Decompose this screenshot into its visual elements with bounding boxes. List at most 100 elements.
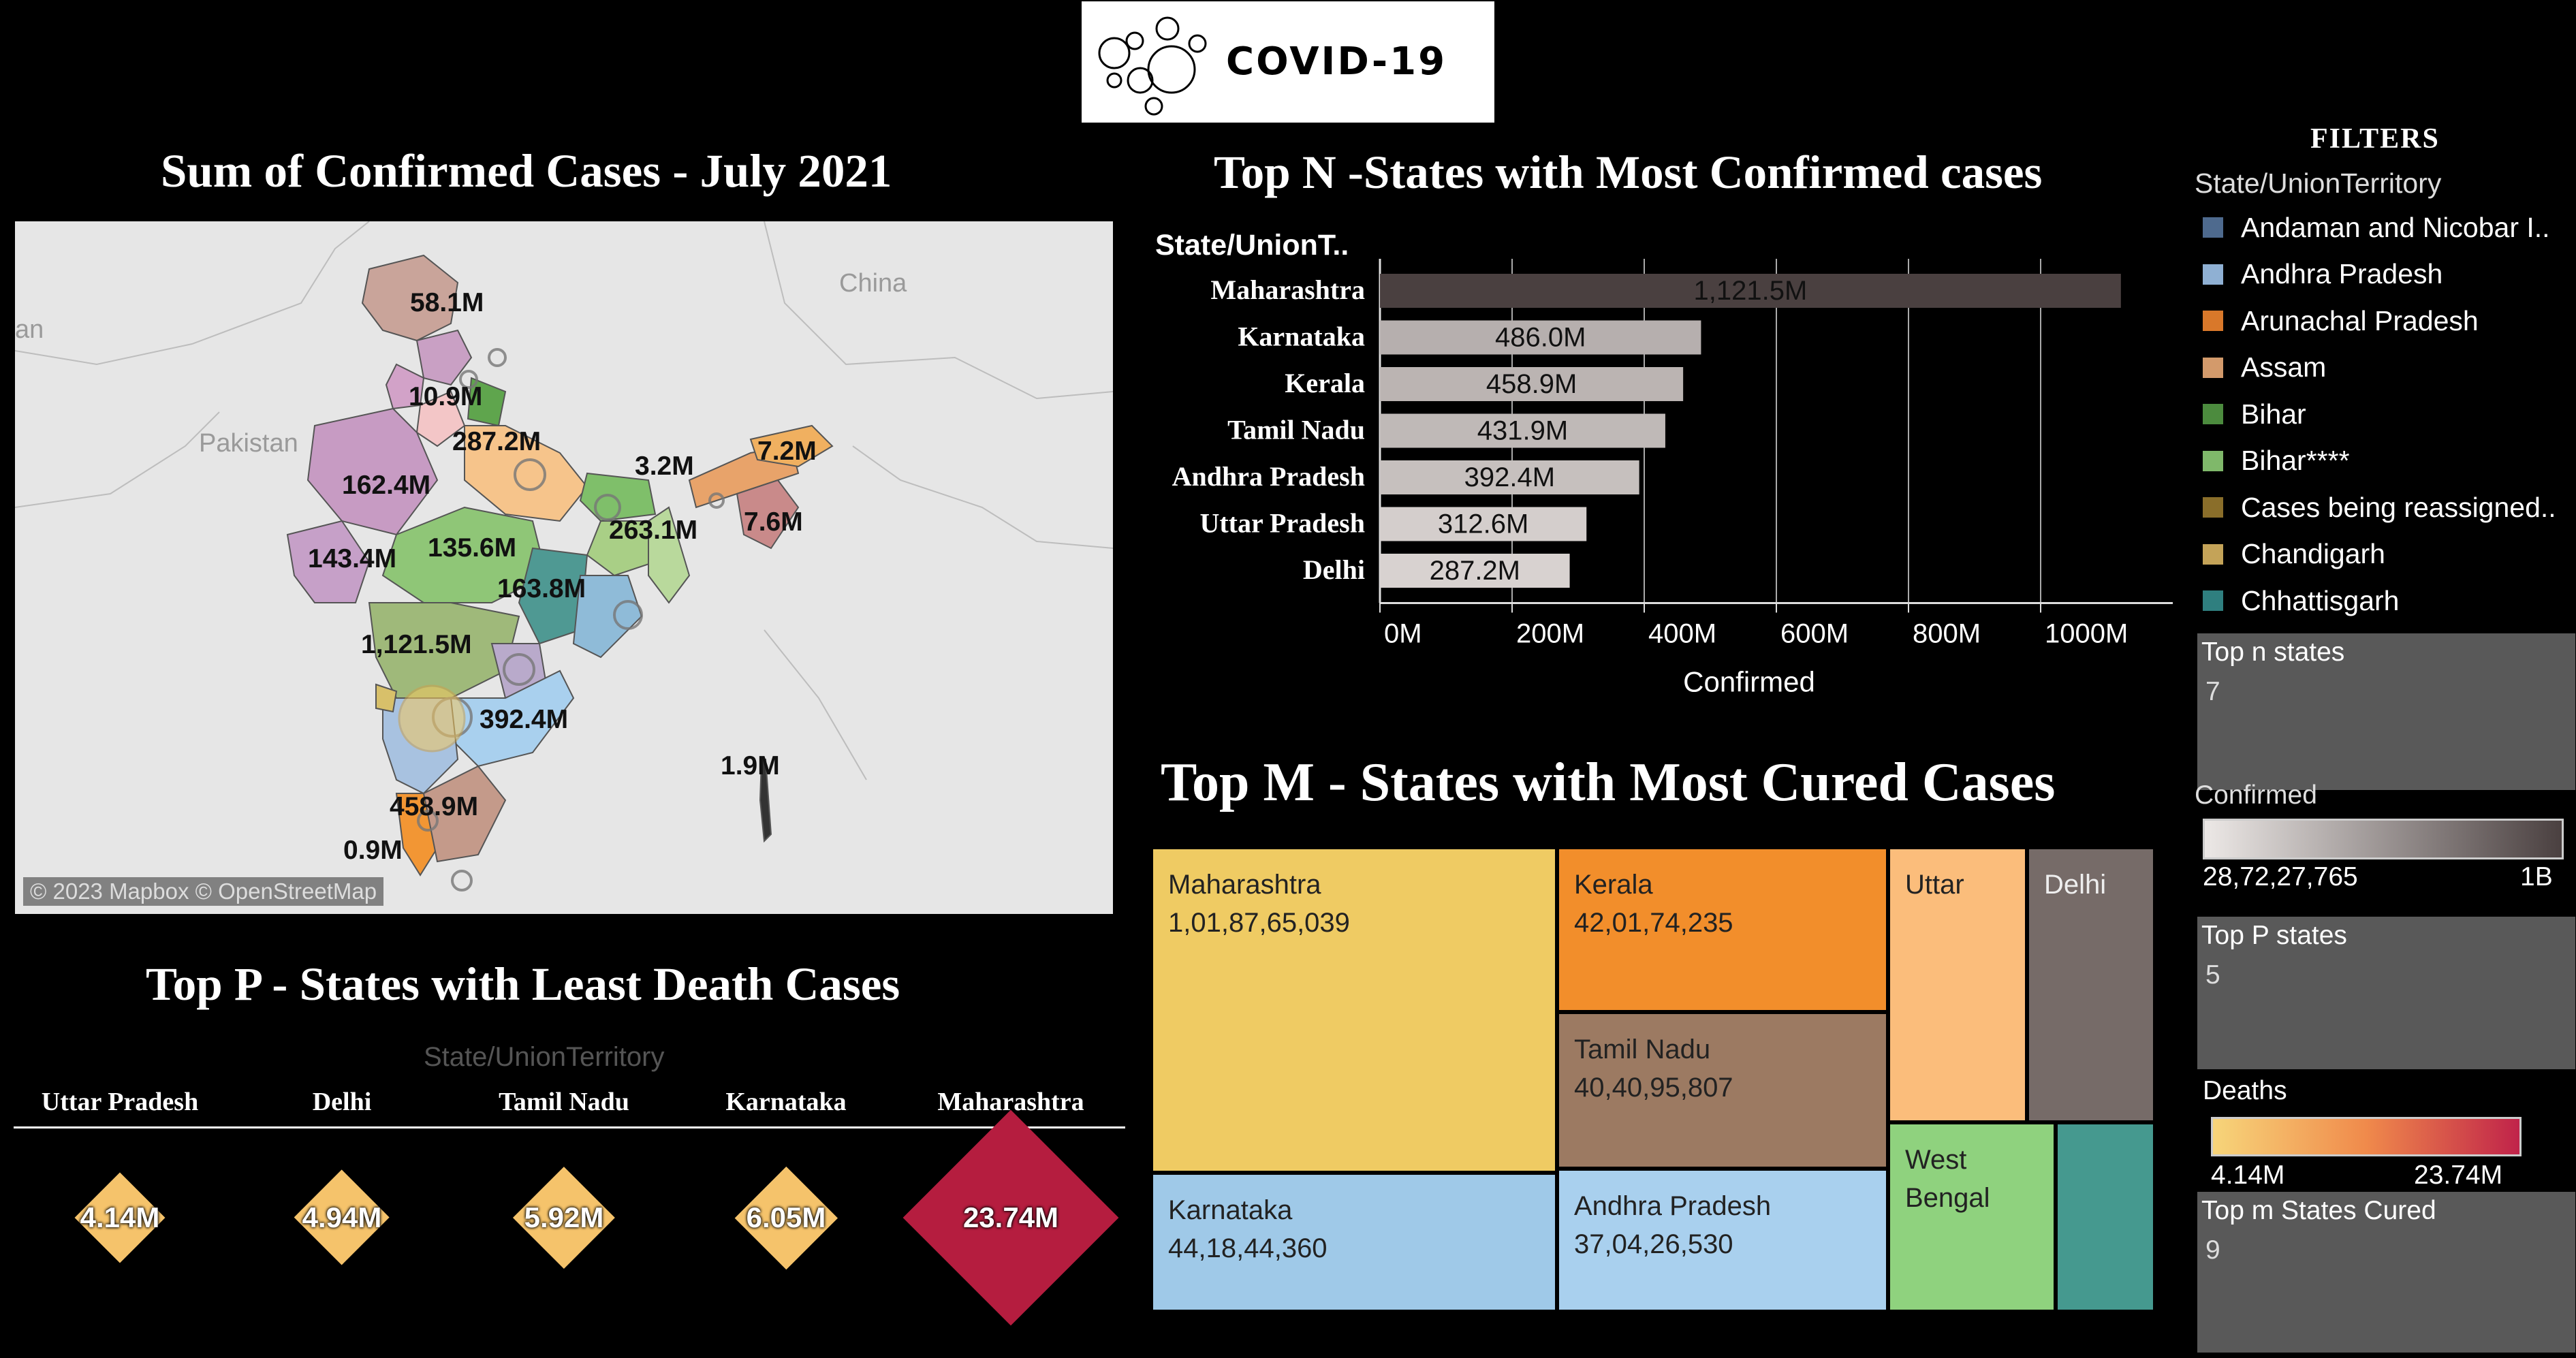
region-chhattisgarh [518,547,588,645]
top-n-parameter[interactable]: Top n states 7 [2197,633,2575,790]
deaths-min: 4.14M [2211,1160,2285,1190]
cell-name: Maharashtra [1168,870,1321,900]
divider [14,1126,1125,1128]
treemap-title: Top M - States with Most Cured Cases [1161,753,2056,812]
death-state-header: Delhi [312,1088,372,1116]
deaths-max: 23.74M [2414,1160,2503,1190]
india-map[interactable]: an Pakistan China 58.1M 10.9M 287.2M 3.2… [15,221,1113,914]
map-label: 263.1M [609,516,698,545]
tick-label: 1000M [2045,619,2128,649]
top-p-label: Top P states [2201,921,2347,950]
region-tn [422,765,507,863]
tick-label: 200M [1516,619,1584,649]
map-title: Sum of Confirmed Cases - July 2021 [161,145,892,197]
bar-value-label: 486.0M [1495,323,1586,353]
tick-label: 600M [1780,619,1849,649]
bar[interactable] [1380,460,1639,494]
confirmed-color-ramp [2203,819,2564,859]
confirmed-min: 28,72,27,765 [2203,862,2358,891]
bar[interactable] [1380,320,1701,355]
state-filter-item[interactable]: Bihar**** [2203,441,2350,481]
state-color-swatch [2203,543,2223,565]
state-color-swatch [2203,217,2223,238]
x-axis-title: Confirmed [1683,666,1815,698]
state-filter-item[interactable]: Assam [2203,347,2326,388]
category-label: Maharashtra [1210,274,1365,305]
bar[interactable] [1380,554,1570,588]
state-color-swatch [2203,404,2223,424]
map-label: 1,121.5M [361,630,472,659]
death-value-label: 23.74M [962,1201,1059,1233]
state-color-swatch [2203,497,2223,518]
region-goa [375,683,398,713]
state-filter-item[interactable]: Andaman and Nicobar I.. [2203,207,2550,248]
bar[interactable] [1380,367,1684,401]
bar[interactable] [1380,413,1665,448]
treemap[interactable]: Maharashtra 1,01,87,65,039 Karnataka 44,… [1151,847,2155,1312]
bar[interactable] [1380,274,2121,308]
state-filter-label: Andhra Pradesh [2241,258,2443,289]
category-label: Delhi [1303,554,1365,585]
region-jammu-kashmir [361,254,459,342]
region-bihar [579,472,657,522]
map-label: 3.2M [635,452,694,481]
map-attribution[interactable]: © 2023 Mapbox © OpenStreetMap [23,877,384,906]
region-gujarat [286,520,371,603]
treemap-cell-tamil-nadu[interactable]: Tamil Nadu 40,40,95,807 [1557,1012,1888,1169]
treemap-cell-maharashtra[interactable]: Maharashtra 1,01,87,65,039 [1151,847,1557,1173]
top-n-label: Top n states [2201,637,2345,667]
state-filter-label: Cases being reassigned.. [2241,491,2556,523]
map-place-pakistan: Pakistan [199,429,298,458]
state-filter-label: Andaman and Nicobar I.. [2241,211,2550,243]
treemap-cell-delhi[interactable]: Delhi [2027,847,2155,1122]
bar-value-label: 392.4M [1464,462,1555,492]
region-maharashtra [368,602,520,699]
confirmed-legend-title: Confirmed [2195,780,2317,810]
map-label: 163.8M [497,574,586,603]
top-p-value[interactable]: 5 [2205,960,2220,990]
death-value-label: 4.14M [80,1201,160,1233]
state-filter-item[interactable]: Andhra Pradesh [2203,254,2443,295]
state-filter-item[interactable]: Chhattisgarh [2203,580,2399,621]
state-filter-label: Assam [2241,351,2327,383]
cell-name: West Bengal [1905,1145,1990,1213]
region-himachal [415,329,473,386]
category-label: Karnataka [1238,321,1365,352]
death-state-header: Tamil Nadu [499,1088,629,1116]
state-filter-item[interactable]: Arunachal Pradesh [2203,300,2479,341]
state-filter-label: Bihar [2241,398,2306,430]
region-odisha [572,575,643,659]
treemap-cell-andhra-pradesh[interactable]: Andhra Pradesh 37,04,26,530 [1557,1169,1888,1312]
treemap-cell-kerala[interactable]: Kerala 42,01,74,235 [1557,847,1888,1012]
death-value-label: 5.92M [524,1201,604,1233]
treemap-cell-other[interactable] [2056,1122,2155,1312]
state-color-swatch [2203,357,2223,378]
state-filter-label: Chhattisgarh [2241,584,2400,616]
treemap-cell-karnataka[interactable]: Karnataka 44,18,44,360 [1151,1173,1557,1312]
category-label: Andhra Pradesh [1172,461,1365,492]
top-m-parameter[interactable]: Top m States Cured 9 [2197,1192,2575,1353]
bar-value-label: 312.6M [1438,509,1528,539]
map-label: 58.1M [410,288,484,317]
cell-name: Karnataka [1168,1195,1293,1225]
region-arunachal [749,424,834,468]
map-label: 1.9M [721,751,780,780]
region-andaman [759,759,772,843]
treemap-cell-west-bengal[interactable]: West Bengal [1888,1122,2056,1312]
top-n-value[interactable]: 7 [2205,677,2220,706]
treemap-cell-uttar[interactable]: Uttar [1888,847,2027,1122]
cell-value: 42,01,74,235 [1574,908,1733,938]
top-m-value[interactable]: 9 [2205,1235,2220,1265]
state-filter-item[interactable]: Chandigarh [2203,534,2385,575]
top-p-parameter[interactable]: Top P states 5 [2197,917,2575,1069]
death-value-label: 6.05M [746,1201,826,1233]
top-m-label: Top m States Cured [2201,1196,2436,1225]
bar[interactable] [1380,507,1587,541]
state-filter-item[interactable]: Bihar [2203,394,2306,435]
region-mp [381,506,548,603]
cell-name: Andhra Pradesh [1574,1191,1772,1221]
state-filter-item[interactable]: Cases being reassigned.. [2203,487,2556,528]
cell-value: 37,04,26,530 [1574,1229,1733,1259]
map-label: 143.4M [308,544,397,573]
region-rajasthan [307,407,439,536]
